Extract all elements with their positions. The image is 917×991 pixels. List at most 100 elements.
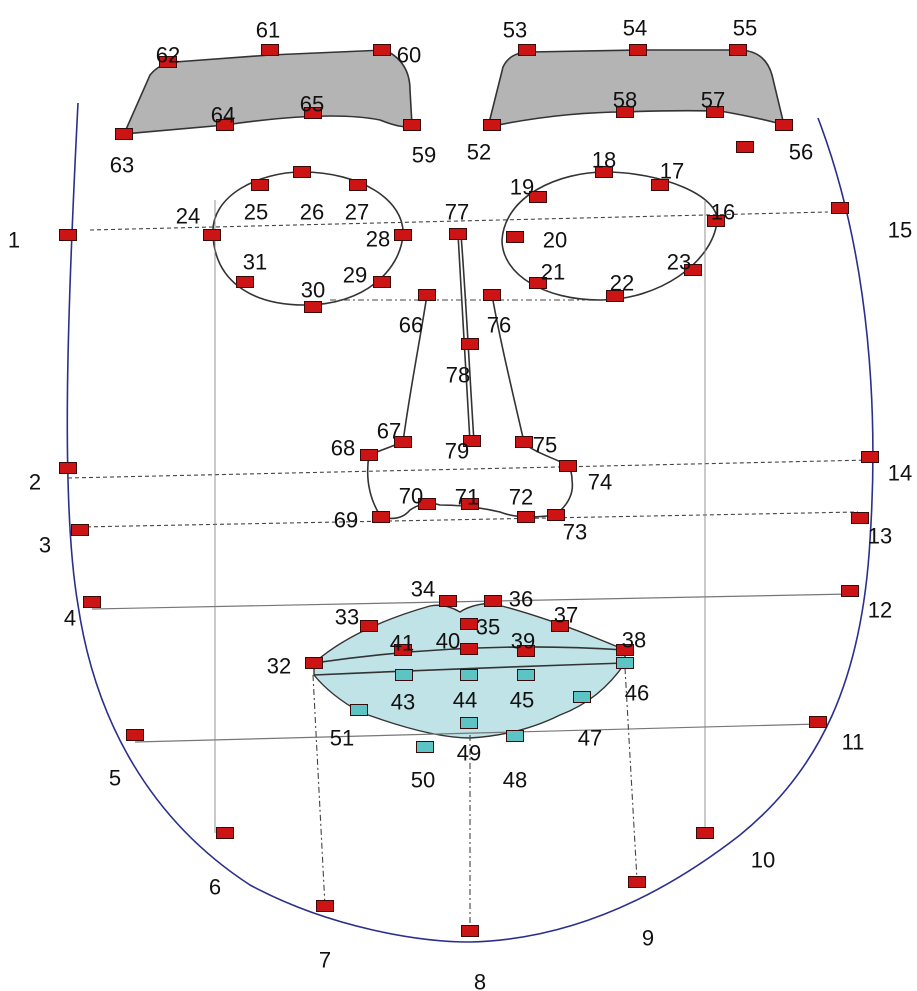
landmark-marker-67 xyxy=(394,436,412,448)
landmark-marker-62 xyxy=(159,56,177,68)
landmark-marker-35 xyxy=(460,618,478,630)
landmark-label-51: 51 xyxy=(330,726,354,751)
landmark-marker-64 xyxy=(216,119,234,131)
landmark-label-66: 66 xyxy=(399,313,423,338)
lip-lower-line xyxy=(313,662,626,676)
landmark-label-73: 73 xyxy=(563,520,587,545)
landmark-label-77: 77 xyxy=(445,200,469,225)
landmark-marker-40 xyxy=(460,643,478,655)
landmark-label-20: 20 xyxy=(543,228,567,253)
landmark-marker-68 xyxy=(360,449,378,461)
landmark-marker-29 xyxy=(373,276,391,288)
landmark-marker-3 xyxy=(71,524,89,536)
landmark-marker-17 xyxy=(651,179,669,191)
landmark-marker-unlabeled xyxy=(736,141,754,153)
landmark-label-39: 39 xyxy=(511,629,535,654)
landmark-marker-8 xyxy=(461,925,479,937)
landmark-label-67: 67 xyxy=(377,419,401,444)
landmark-label-70: 70 xyxy=(399,484,423,509)
landmark-marker-37 xyxy=(551,620,569,632)
landmark-label-3: 3 xyxy=(39,533,51,558)
landmark-marker-43 xyxy=(395,669,413,681)
landmark-label-8: 8 xyxy=(474,970,486,991)
landmark-marker-57 xyxy=(706,106,724,118)
landmark-marker-75 xyxy=(515,436,533,448)
landmark-markers xyxy=(59,44,879,937)
landmark-marker-23 xyxy=(684,264,702,276)
guide-2-14 xyxy=(67,459,871,479)
landmark-marker-55 xyxy=(729,44,747,56)
landmark-marker-47 xyxy=(573,691,591,703)
landmark-marker-79 xyxy=(463,435,481,447)
landmark-label-64: 64 xyxy=(211,103,235,128)
landmark-label-60: 60 xyxy=(397,43,421,68)
landmark-label-11: 11 xyxy=(842,730,865,755)
landmark-marker-56 xyxy=(775,119,793,131)
nose-right-bridge xyxy=(491,294,525,443)
landmark-marker-16 xyxy=(707,215,725,227)
landmark-label-13: 13 xyxy=(868,524,892,549)
landmark-label-40: 40 xyxy=(436,629,460,654)
landmark-label-63: 63 xyxy=(110,153,134,178)
landmark-label-53: 53 xyxy=(503,18,527,43)
landmark-label-28: 28 xyxy=(366,227,390,252)
landmark-label-10: 10 xyxy=(751,848,775,873)
landmark-marker-63 xyxy=(115,128,133,140)
landmark-marker-60 xyxy=(373,44,391,56)
landmark-label-30: 30 xyxy=(301,278,325,303)
landmark-label-25: 25 xyxy=(244,200,268,225)
landmark-label-16: 16 xyxy=(711,200,735,225)
landmark-label-29: 29 xyxy=(343,263,367,288)
landmark-label-47: 47 xyxy=(578,726,602,751)
landmark-label-1: 1 xyxy=(8,228,20,253)
landmark-label-31: 31 xyxy=(243,250,267,275)
landmark-label-61: 61 xyxy=(256,18,280,43)
landmark-marker-22 xyxy=(606,290,624,302)
landmark-label-71: 71 xyxy=(455,485,479,510)
landmark-label-19: 19 xyxy=(510,175,534,200)
landmark-marker-5 xyxy=(126,729,144,741)
landmark-label-32: 32 xyxy=(267,654,291,679)
landmark-label-72: 72 xyxy=(509,485,533,510)
guide-5-11 xyxy=(134,723,819,743)
landmark-marker-53 xyxy=(518,44,536,56)
landmark-marker-48 xyxy=(506,730,524,742)
landmark-marker-1 xyxy=(59,229,77,241)
landmark-label-48: 48 xyxy=(503,768,527,793)
landmark-marker-51 xyxy=(350,704,368,716)
landmark-label-49: 49 xyxy=(457,741,481,766)
landmark-label-46: 46 xyxy=(625,681,649,706)
landmark-marker-70 xyxy=(418,498,436,510)
landmark-label-65: 65 xyxy=(300,92,324,117)
landmark-label-14: 14 xyxy=(888,461,912,486)
landmark-label-55: 55 xyxy=(733,16,757,41)
landmark-label-78: 78 xyxy=(446,363,470,388)
landmark-marker-10 xyxy=(696,827,714,839)
landmark-label-68: 68 xyxy=(331,436,355,461)
landmark-label-75: 75 xyxy=(533,433,557,458)
landmark-marker-74 xyxy=(559,460,577,472)
landmark-label-76: 76 xyxy=(487,313,511,338)
landmark-marker-6 xyxy=(216,827,234,839)
landmark-marker-73 xyxy=(547,509,565,521)
landmark-marker-65 xyxy=(304,107,322,119)
landmark-marker-59 xyxy=(403,119,421,131)
landmark-label-15: 15 xyxy=(888,218,912,243)
landmark-marker-50 xyxy=(416,741,434,753)
landmark-marker-11 xyxy=(809,716,827,728)
landmark-marker-41 xyxy=(394,644,412,656)
landmark-label-9: 9 xyxy=(642,926,654,951)
landmark-marker-13 xyxy=(851,512,869,524)
landmark-marker-72 xyxy=(517,511,535,523)
landmark-marker-15 xyxy=(831,202,849,214)
landmark-label-38: 38 xyxy=(622,628,646,653)
landmark-label-57: 57 xyxy=(701,88,725,113)
landmark-marker-34 xyxy=(439,595,457,607)
landmark-label-54: 54 xyxy=(623,16,647,41)
guide-4-12 xyxy=(91,593,851,610)
landmark-label-74: 74 xyxy=(588,470,612,495)
landmark-label-23: 23 xyxy=(667,250,691,275)
